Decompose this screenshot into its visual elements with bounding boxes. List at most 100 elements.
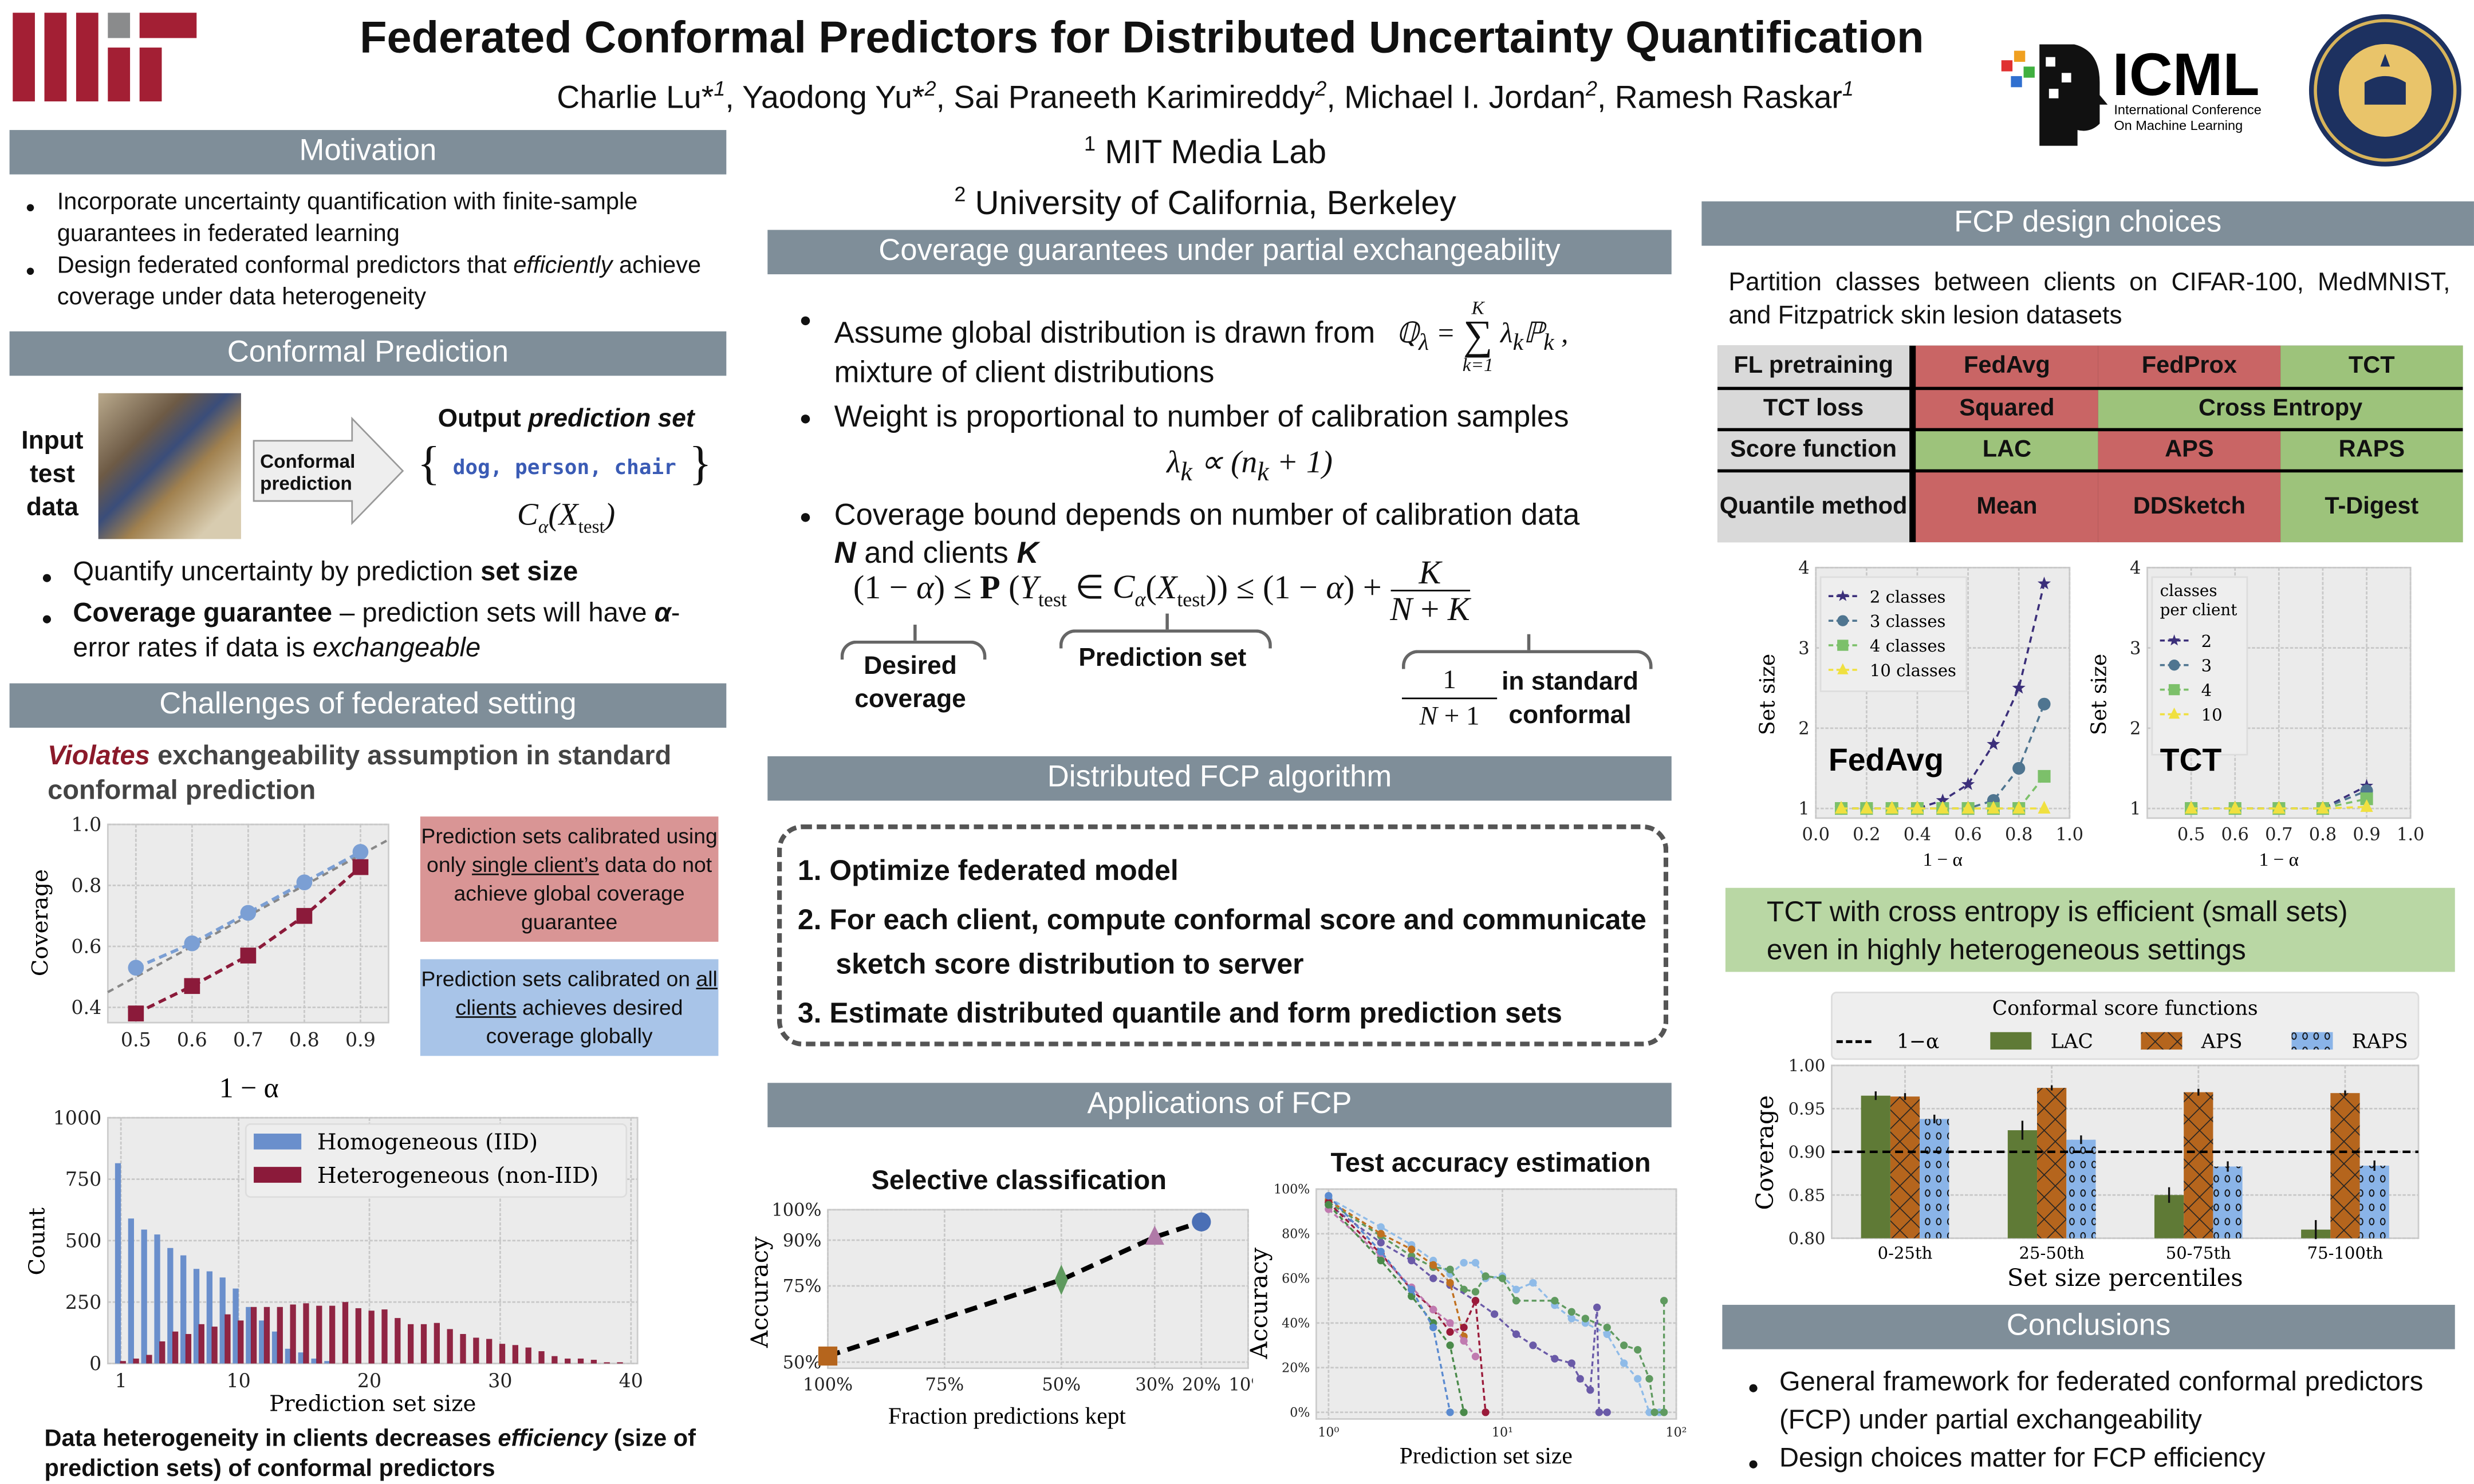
coverage-chart: 0.4 0.6 0.8 1.0 0.5 0.6 0.7 0.8 0.9 1 − α Coverage xyxy=(27,814,389,1102)
x-tick-label: 30% xyxy=(1135,1375,1174,1395)
y-tick-label: 0.80 xyxy=(1788,1229,1826,1248)
legend-swatch xyxy=(254,1133,302,1150)
algorithm-step: 3. Estimate distributed quantile and for… xyxy=(797,997,1562,1029)
legend-swatch xyxy=(2141,1032,2183,1050)
data-point xyxy=(1512,1285,1520,1293)
data-point xyxy=(1429,1323,1437,1332)
data-point xyxy=(1446,1408,1454,1416)
histogram-bar xyxy=(538,1351,545,1364)
text: Assume global distribution is drawn from xyxy=(834,317,1376,351)
uc-berkeley-seal xyxy=(2308,14,2461,167)
text: Weight is proportional to number of cali… xyxy=(834,401,1569,435)
text: and clients xyxy=(856,537,1017,571)
y-tick-label: 0.4 xyxy=(71,996,101,1019)
y-tick-label: 4 xyxy=(1798,558,1809,578)
author-name: Yaodong Yu* xyxy=(742,80,925,116)
bar xyxy=(2330,1093,2360,1238)
legend-marker xyxy=(2168,684,2180,696)
affiliations: 1 MIT Media Lab 2 University of Californi… xyxy=(888,124,1523,225)
output-title: Output prediction set xyxy=(416,406,717,435)
histogram-bar xyxy=(604,1362,610,1364)
histogram-bar xyxy=(141,1229,147,1364)
bar xyxy=(1890,1096,1920,1238)
data-point xyxy=(1512,1297,1520,1305)
x-tick-label: 0.6 xyxy=(2221,825,2249,845)
section-header-applications: Applications of FCP xyxy=(767,1083,1672,1127)
y-tick-label: 100% xyxy=(771,1201,821,1221)
data-point xyxy=(2316,800,2330,814)
histogram-bar xyxy=(193,1269,200,1364)
data-point xyxy=(1936,793,1949,806)
motivation-bullet: Incorporate uncertainty quantification w… xyxy=(22,187,720,251)
icml-subtitle-1: International Conference xyxy=(2114,102,2262,117)
m: α xyxy=(538,515,549,538)
plot-area xyxy=(827,1209,1249,1369)
data-point xyxy=(1645,1375,1653,1383)
bar xyxy=(2359,1165,2389,1238)
series-line xyxy=(1327,1202,1487,1412)
data-point xyxy=(1987,737,2000,750)
histogram-bar xyxy=(224,1314,231,1364)
author-list: Charlie Lu*1, Yaodong Yu*2, Sai Praneeth… xyxy=(412,76,1998,117)
x-tick-label: 40 xyxy=(619,1369,643,1392)
text: achieves desired coverage globally xyxy=(486,996,683,1048)
data-point xyxy=(1650,1408,1658,1416)
legend-label: 10 xyxy=(2201,705,2223,725)
algorithm-box: 1. Optimize federated model 2. For each … xyxy=(777,824,1669,1047)
bar xyxy=(1920,1119,1949,1238)
data-point xyxy=(1961,800,1975,814)
affiliation: 2 University of California, Berkeley xyxy=(888,175,1523,226)
histogram-bar xyxy=(115,1163,121,1364)
section-header-challenges: Challenges of federated setting xyxy=(9,683,727,728)
weight-formula: λk ∝ (nk + 1) xyxy=(1167,445,1333,487)
table-cell: FedProx xyxy=(2098,345,2281,387)
data-point xyxy=(1471,1258,1480,1267)
data-point xyxy=(1325,1201,1333,1209)
data-point xyxy=(1471,1288,1480,1296)
data-point xyxy=(1634,1345,1642,1354)
data-point xyxy=(1471,1352,1480,1360)
arrow-icon xyxy=(253,416,404,526)
data-point xyxy=(2038,769,2051,783)
histogram-bar xyxy=(290,1304,296,1364)
data-point xyxy=(1192,1212,1211,1232)
chart-panel-label: FedAvg xyxy=(1829,742,1944,777)
text: – prediction sets will have xyxy=(332,597,655,628)
histogram-bar xyxy=(355,1308,361,1364)
x-axis-label: 1 − α xyxy=(219,1072,279,1102)
data-point xyxy=(1645,1408,1653,1416)
histogram-bar xyxy=(381,1309,388,1364)
author-affiliation-mark: 1 xyxy=(1842,76,1854,100)
x-tick-label: 20 xyxy=(357,1369,381,1392)
data-point xyxy=(2037,577,2051,590)
var-n: N xyxy=(834,537,856,571)
x-tick-label: 10¹ xyxy=(1492,1425,1513,1440)
data-point xyxy=(2012,681,2026,694)
data-point xyxy=(1482,1272,1490,1280)
y-tick-label: 2 xyxy=(1798,719,1809,739)
data-point xyxy=(1660,1297,1668,1305)
x-tick-label: 0.2 xyxy=(1853,825,1880,845)
data-point xyxy=(184,935,200,952)
text: data do not achieve global coverage guar… xyxy=(454,852,712,934)
bar xyxy=(2213,1166,2243,1238)
data-point xyxy=(1529,1341,1537,1349)
y-tick-label: 0.90 xyxy=(1788,1142,1826,1162)
histogram-bar xyxy=(233,1288,239,1364)
data-point xyxy=(1429,1274,1437,1282)
data-point xyxy=(1471,1297,1480,1305)
bar xyxy=(2066,1139,2096,1238)
table-cell: Mean xyxy=(1916,472,2098,543)
y-axis-label: Accuracy xyxy=(746,1236,774,1348)
histogram-bar xyxy=(285,1348,291,1364)
legend-label: 3 xyxy=(2201,656,2212,676)
y-tick-label: 0 xyxy=(89,1352,101,1375)
histogram-bar xyxy=(259,1320,265,1364)
data-point xyxy=(1860,800,1873,814)
histogram-bar xyxy=(408,1324,414,1364)
conformal-bullet: Coverage guarantee – prediction sets wil… xyxy=(38,596,720,666)
x-tick-label: 0.9 xyxy=(2353,825,2380,845)
x-tick-label: 0.4 xyxy=(1904,825,1931,845)
y-axis-label: Accuracy xyxy=(1245,1247,1273,1359)
emphasis: efficiently xyxy=(513,252,613,279)
